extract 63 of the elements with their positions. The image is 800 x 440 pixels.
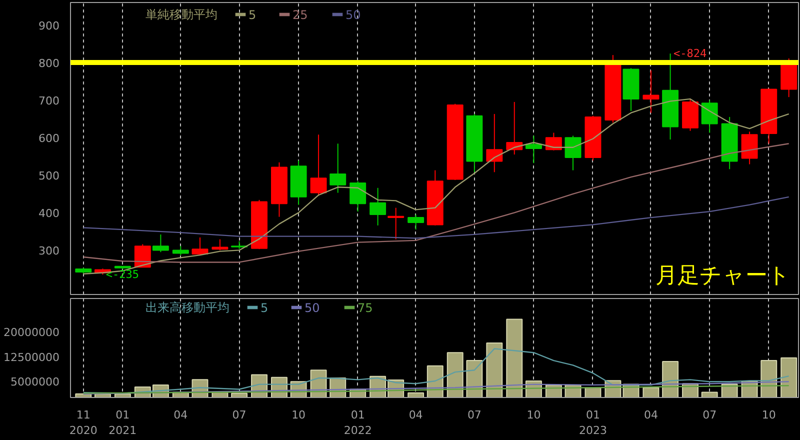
y-tick-label: 700 bbox=[38, 94, 60, 108]
line-series bbox=[82, 196, 790, 239]
candlestick bbox=[564, 135, 582, 171]
x-tick-label: 04 bbox=[644, 408, 658, 422]
bar bbox=[486, 342, 503, 398]
x-tick-label: 07 bbox=[467, 408, 482, 422]
candlestick bbox=[642, 70, 660, 114]
y-tick-label: 900 bbox=[38, 20, 60, 33]
x-tick-label: 10 bbox=[292, 408, 306, 422]
candlestick bbox=[525, 135, 542, 164]
legend-label: 75 bbox=[358, 301, 373, 315]
x-tick-label: 11 2020 bbox=[69, 408, 98, 438]
y-tick-label: 800 bbox=[38, 57, 60, 70]
bar bbox=[446, 352, 464, 398]
x-tick-label: 07 bbox=[702, 408, 717, 422]
legend-label: 50 bbox=[346, 8, 361, 22]
legend-label: 5 bbox=[260, 301, 268, 315]
x-tick-label: 10 bbox=[526, 408, 541, 422]
candlestick bbox=[370, 187, 386, 226]
candlestick bbox=[192, 236, 208, 256]
annotation: <-824 bbox=[674, 47, 708, 60]
line-series bbox=[82, 385, 790, 394]
y-tick-label: 20000000 bbox=[4, 326, 60, 339]
candlestick bbox=[172, 246, 189, 256]
y-tick-label: 5000000 bbox=[10, 376, 60, 388]
candlestick bbox=[152, 234, 169, 253]
x-tick-label: 07 bbox=[232, 408, 246, 422]
candlestick bbox=[741, 131, 758, 165]
y-tick-label: 500 bbox=[38, 170, 60, 183]
x-tick-label: 01 2022 bbox=[344, 408, 372, 438]
candlestick bbox=[486, 113, 503, 173]
annotation: <-235 bbox=[106, 268, 140, 282]
x-tick-label: 04 bbox=[408, 408, 423, 422]
y-tick-label: 600 bbox=[38, 132, 60, 146]
candlestick bbox=[212, 238, 228, 251]
legend-label: 5 bbox=[248, 8, 256, 22]
legend-title: 出来高移動平均 bbox=[146, 300, 230, 314]
line-series bbox=[82, 381, 790, 394]
line-series bbox=[82, 143, 790, 263]
x-tick-label: 01 2021 bbox=[108, 408, 137, 438]
bar bbox=[231, 392, 248, 398]
y-tick-label: 12500000 bbox=[4, 350, 60, 364]
line-series bbox=[82, 348, 790, 394]
x-tick-label: 10 bbox=[762, 408, 776, 422]
bar bbox=[701, 392, 718, 398]
bar bbox=[642, 387, 660, 398]
candlestick bbox=[408, 214, 424, 230]
bar bbox=[780, 357, 798, 398]
legend-label: 25 bbox=[292, 8, 308, 22]
candlestick bbox=[310, 134, 327, 196]
candlestick bbox=[701, 100, 718, 134]
legend-label: 50 bbox=[304, 301, 320, 315]
text: 月足チャート bbox=[656, 264, 790, 288]
y-tick-label: 400 bbox=[38, 207, 60, 220]
y-tick-label: 300 bbox=[38, 244, 60, 258]
candlestick bbox=[350, 180, 366, 212]
x-tick-label: 01 2023 bbox=[578, 408, 607, 438]
candlestick bbox=[545, 132, 562, 151]
legend-title: 単純移動平均 bbox=[146, 8, 218, 22]
candlestick bbox=[388, 207, 404, 240]
bar bbox=[506, 318, 523, 398]
candlestick bbox=[330, 143, 346, 194]
x-tick-label: 04 bbox=[174, 408, 188, 422]
